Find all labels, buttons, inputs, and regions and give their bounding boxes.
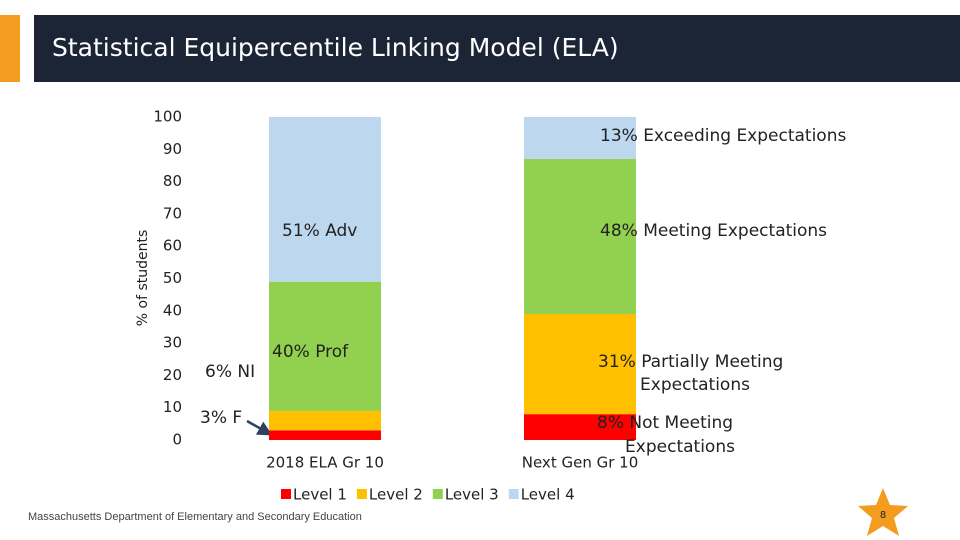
legend-swatch	[432, 489, 443, 499]
annotation: 31% Partially Meeting	[598, 352, 783, 372]
y-tick-label: 20	[163, 366, 182, 384]
accent-bar	[0, 15, 20, 82]
bar-segment	[269, 410, 381, 431]
annotation: 6% NI	[205, 362, 255, 382]
annotation: 13% Exceeding Expectations	[600, 126, 846, 146]
arrow	[246, 419, 273, 436]
legend-swatch	[281, 489, 291, 499]
bar-segment	[524, 314, 636, 415]
legend-label: Level 1	[293, 486, 347, 504]
bar-segment	[269, 430, 381, 440]
y-tick-label: 90	[163, 140, 182, 158]
x-tick-label: 2018 ELA Gr 10	[266, 454, 384, 472]
y-tick-label: 0	[172, 431, 182, 449]
y-tick-label: 30	[163, 334, 182, 352]
slide-title: Statistical Equipercentile Linking Model…	[52, 33, 619, 62]
y-axis-label: % of students	[135, 230, 151, 327]
header-band	[34, 15, 960, 82]
bar-segment	[524, 158, 636, 315]
bar-segment	[524, 414, 636, 440]
annotation: 40% Prof	[272, 342, 349, 362]
bar-segment	[524, 117, 636, 159]
annotation: 51% Adv	[282, 221, 357, 241]
legend-swatch	[356, 489, 367, 499]
y-tick-label: 50	[163, 269, 182, 287]
x-tick-label: Next Gen Gr 10	[522, 454, 638, 472]
y-tick-label: 10	[163, 398, 182, 416]
y-tick-label: 80	[163, 172, 182, 190]
y-tick-label: 100	[153, 108, 182, 126]
annotation: Expectations	[625, 437, 735, 457]
annotation: 8% Not Meeting	[597, 413, 733, 433]
bar-segment	[269, 281, 381, 411]
page-star	[858, 488, 908, 536]
y-tick-label: 70	[163, 204, 182, 222]
y-tick-label: 60	[163, 237, 182, 255]
annotation: Expectations	[640, 375, 750, 395]
bar-segment	[269, 117, 381, 282]
legend-label: Level 4	[521, 486, 575, 504]
legend-label: Level 3	[445, 486, 499, 504]
legend-swatch	[508, 489, 519, 499]
annotation: 48% Meeting Expectations	[600, 221, 827, 241]
y-tick-label: 40	[163, 301, 182, 319]
footer: Massachusetts Department of Elementary a…	[28, 511, 362, 523]
legend-label: Level 2	[369, 486, 423, 504]
annotation: 3% F	[200, 408, 242, 428]
page-number: 8	[880, 510, 886, 521]
